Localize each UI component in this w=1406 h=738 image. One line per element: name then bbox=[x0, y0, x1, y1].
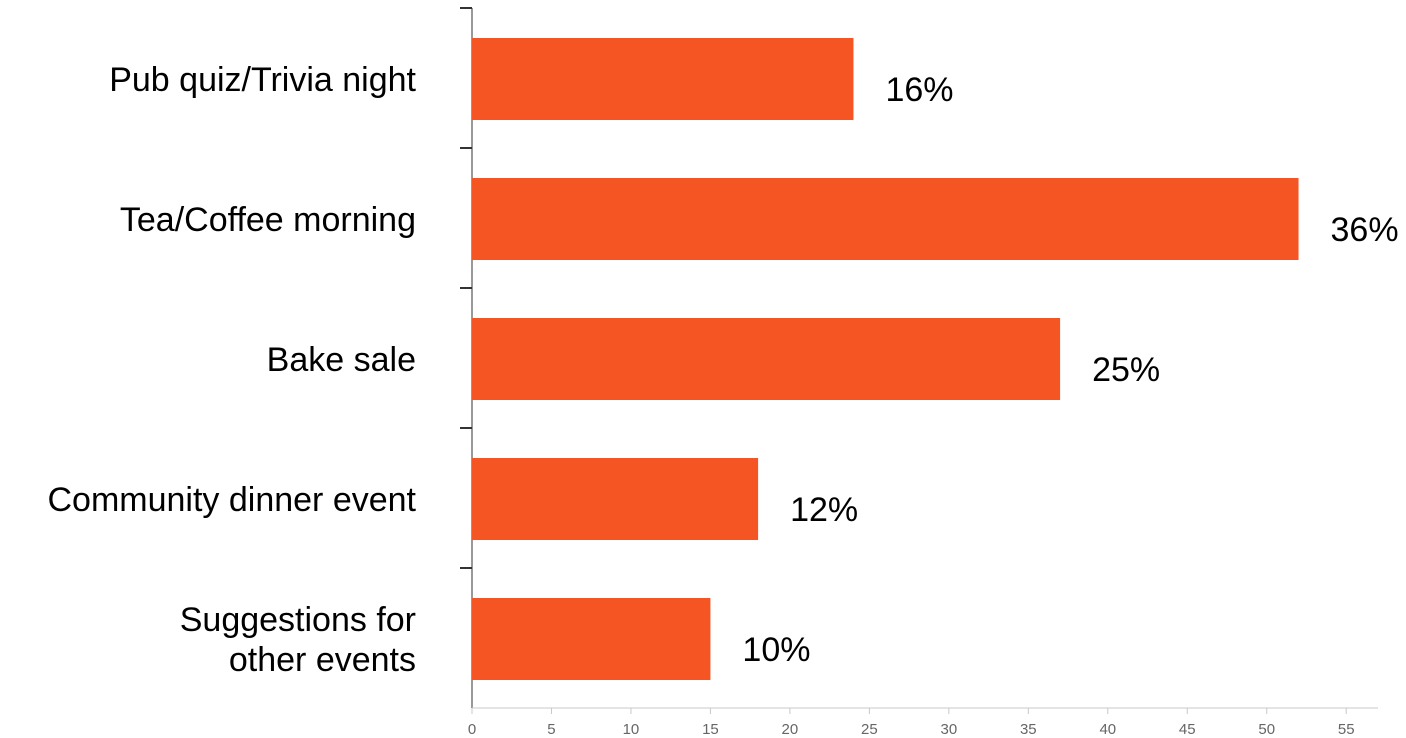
x-tick-label: 25 bbox=[861, 721, 878, 738]
data-label: 12% bbox=[790, 491, 858, 529]
bar bbox=[472, 318, 1061, 400]
bars bbox=[472, 38, 1299, 680]
data-label: 36% bbox=[1331, 211, 1399, 249]
x-tick-label: 15 bbox=[702, 721, 719, 738]
x-tick-label: 40 bbox=[1099, 721, 1116, 738]
x-tick-label: 30 bbox=[940, 721, 957, 738]
x-tick-label: 20 bbox=[782, 721, 799, 738]
category-labels: Pub quiz/Trivia night Tea/Coffee morning B… bbox=[47, 61, 416, 679]
category-label: Community dinner event bbox=[47, 481, 416, 519]
x-axis: 0 5 10 15 20 25 30 35 40 45 50 55 bbox=[468, 707, 1378, 738]
data-labels: 16% 36% 25% 12% 10% bbox=[742, 71, 1398, 669]
category-label: Suggestions for bbox=[180, 601, 416, 639]
x-tick-label: 50 bbox=[1258, 721, 1275, 738]
x-tick-label: 10 bbox=[623, 721, 640, 738]
x-tick-label: 0 bbox=[468, 721, 476, 738]
y-axis bbox=[460, 7, 473, 708]
category-label: other events bbox=[229, 641, 416, 679]
data-label: 25% bbox=[1092, 351, 1160, 389]
bar bbox=[472, 38, 854, 120]
x-tick-label: 5 bbox=[547, 721, 555, 738]
bar bbox=[472, 178, 1299, 260]
category-label: Tea/Coffee morning bbox=[120, 201, 416, 239]
category-label: Bake sale bbox=[267, 341, 416, 379]
x-tick-label: 35 bbox=[1020, 721, 1037, 738]
category-label: Pub quiz/Trivia night bbox=[109, 61, 416, 99]
bar bbox=[472, 598, 711, 680]
x-tick-label: 55 bbox=[1338, 721, 1355, 738]
data-label: 16% bbox=[885, 71, 953, 109]
bar bbox=[472, 458, 759, 540]
x-tick-label: 45 bbox=[1179, 721, 1196, 738]
data-label: 10% bbox=[742, 631, 810, 669]
